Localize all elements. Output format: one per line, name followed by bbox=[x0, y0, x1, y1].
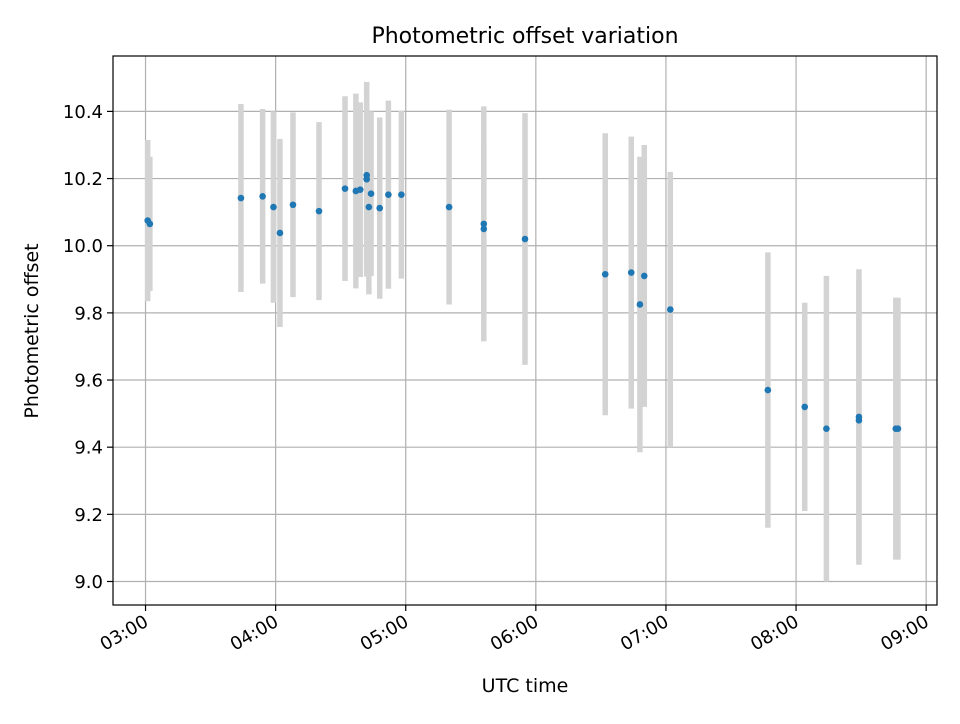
data-point bbox=[521, 235, 529, 243]
data-point bbox=[146, 220, 154, 228]
data-point bbox=[237, 194, 245, 202]
data-point bbox=[385, 191, 392, 198]
point-layer bbox=[144, 171, 902, 433]
data-point bbox=[855, 417, 863, 424]
data-point bbox=[398, 191, 405, 198]
data-point bbox=[801, 403, 809, 411]
y-tick-label: 9.8 bbox=[74, 303, 103, 324]
data-point bbox=[666, 306, 674, 313]
chart-title: Photometric offset variation bbox=[371, 24, 678, 49]
data-point bbox=[276, 229, 284, 237]
data-point bbox=[356, 186, 364, 193]
data-point bbox=[764, 386, 772, 394]
data-point bbox=[341, 185, 349, 192]
y-tick-label: 9.2 bbox=[74, 505, 103, 526]
data-point bbox=[627, 269, 635, 276]
data-point bbox=[445, 203, 453, 211]
data-point bbox=[480, 225, 488, 233]
data-point bbox=[480, 220, 488, 228]
x-axis-label: UTC time bbox=[482, 675, 569, 697]
data-point bbox=[363, 175, 371, 183]
y-tick-label: 10.4 bbox=[63, 102, 103, 123]
data-point bbox=[823, 425, 830, 433]
y-tick-label: 9.4 bbox=[74, 438, 103, 459]
data-point bbox=[315, 207, 323, 215]
plot-frame bbox=[112, 55, 938, 606]
data-point bbox=[289, 201, 297, 209]
data-point bbox=[640, 272, 648, 280]
data-point bbox=[367, 190, 375, 197]
y-tick-label: 10.0 bbox=[63, 236, 103, 257]
y-axis-label: Photometric offset bbox=[21, 243, 43, 418]
data-point bbox=[636, 301, 644, 308]
y-tick-label: 10.2 bbox=[63, 169, 103, 190]
data-point bbox=[894, 425, 902, 433]
data-point bbox=[270, 203, 277, 211]
data-point bbox=[365, 203, 373, 211]
y-tick-label: 9.0 bbox=[74, 572, 103, 593]
y-tick-label: 9.6 bbox=[74, 371, 103, 392]
data-point bbox=[376, 204, 384, 212]
data-point bbox=[259, 193, 266, 200]
data-point bbox=[601, 270, 609, 278]
